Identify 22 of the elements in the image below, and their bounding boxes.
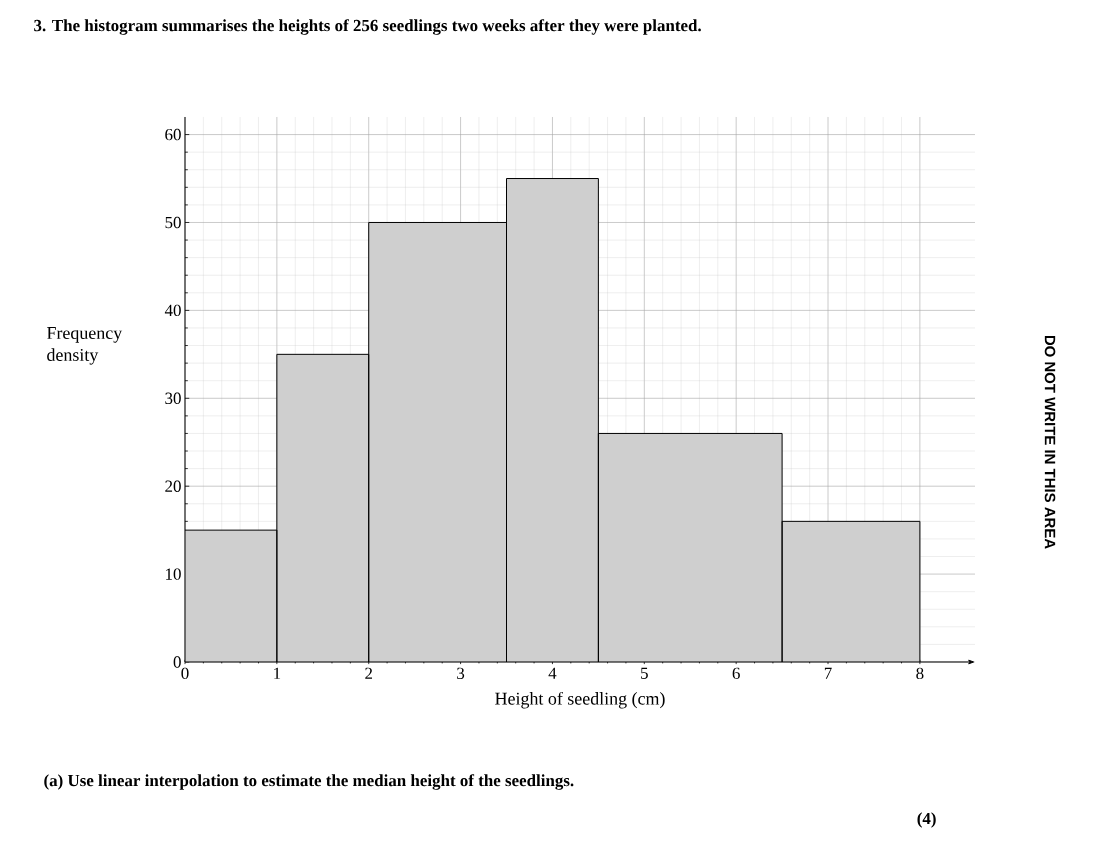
y-tick-label: 60 (165, 128, 181, 141)
x-tick-label: 8 (916, 667, 924, 680)
x-tick-label: 2 (365, 667, 373, 679)
x-tick-label: 1 (274, 667, 281, 679)
x-tick-label: 0 (181, 667, 189, 680)
text: DO NOT WRITE IN THIS AREA (1044, 335, 1056, 549)
chart-title: 3. The histogram summarises the heights of 256 seedlings two weeks after they were planted. (34, 19, 701, 35)
x-axis-title: Height of seedling (cm) (495, 691, 665, 709)
y-tick-label: 20 (165, 480, 181, 492)
x-tick-label: 6 (732, 667, 740, 680)
text: (4) (917, 812, 936, 828)
y-tick-label: 40 (164, 304, 181, 317)
x-tick-label: 5 (641, 667, 648, 679)
y-tick-label: 50 (165, 216, 181, 229)
x-tick-label: 7 (824, 667, 832, 679)
text: (a) Use linear interpolation to estimate the median height of the seedlings. (44, 774, 574, 790)
y-tick-label: 10 (166, 568, 181, 580)
x-tick-label: 4 (548, 667, 557, 679)
y-tick-label: 0 (173, 656, 181, 668)
y-axis-title: Frequency density (46, 327, 123, 365)
y-tick-label: 30 (165, 392, 181, 405)
x-tick-label: 3 (457, 667, 465, 680)
